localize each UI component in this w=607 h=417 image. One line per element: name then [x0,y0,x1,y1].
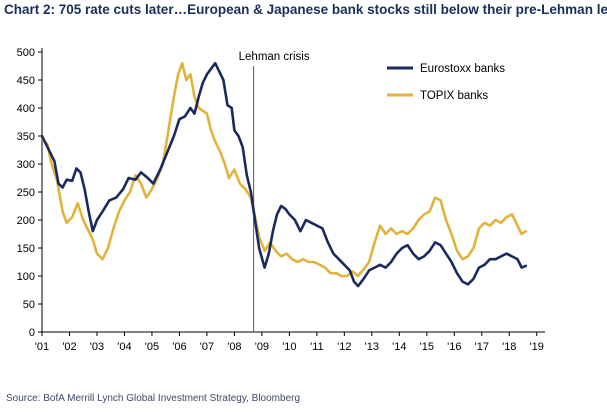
x-tick-label: '11 [310,341,324,353]
x-tick-label: '02 [62,341,76,353]
x-tick-label: '13 [365,341,379,353]
chart-source: Source: BofA Merrill Lynch Global Invest… [6,393,301,404]
x-tick-label: '18 [502,341,516,353]
x-tick-label: '01 [35,341,49,353]
legend-label: Eurostoxx banks [420,63,505,75]
chart-title: Chart 2: 705 rate cuts later…European & … [4,2,607,17]
y-tick-label: 50 [23,299,35,311]
x-tick-label: '05 [145,341,159,353]
series-line-eurostoxx-banks [40,61,528,288]
lehman-label: Lehman crisis [239,51,310,63]
x-tick-label: '14 [392,341,406,353]
y-tick-label: 300 [17,159,35,171]
x-tick-label: '07 [200,341,214,353]
y-tick-label: 500 [17,47,35,59]
y-tick-label: 350 [17,131,35,143]
y-tick-label: 400 [17,103,35,115]
lehman-annotation: Lehman crisis [239,51,310,332]
x-tick-label: '15 [420,341,434,353]
y-axis: 0 50 100 150 200 250 300 350 400 450 500 [17,47,43,339]
legend: Eurostoxx banks TOPIX banks [387,63,505,102]
x-tick-label: '12 [337,341,351,353]
x-tick-label: '03 [90,341,104,353]
x-tick-label: '04 [117,341,131,353]
y-tick-label: 250 [17,187,35,199]
x-tick-label: '19 [530,341,544,353]
x-tick-label: '10 [282,341,296,353]
x-tick-label: '06 [172,341,186,353]
y-tick-label: 450 [17,75,35,87]
x-tick-label: '08 [227,341,241,353]
series-lines [40,61,528,288]
y-tick-label: 0 [29,327,35,339]
y-tick-label: 200 [17,215,35,227]
series-line-topix-banks [40,61,528,278]
x-tick-label: '17 [475,341,489,353]
x-tick-label: '16 [447,341,461,353]
legend-label: TOPIX banks [420,90,488,102]
y-tick-label: 150 [17,243,35,255]
x-axis: '01 '02 '03 '04 '05 '06 '07 '08 '09 '10 '11 '12 '13 '… [35,331,545,353]
y-tick-label: 100 [17,271,35,283]
x-tick-label: '09 [255,341,269,353]
